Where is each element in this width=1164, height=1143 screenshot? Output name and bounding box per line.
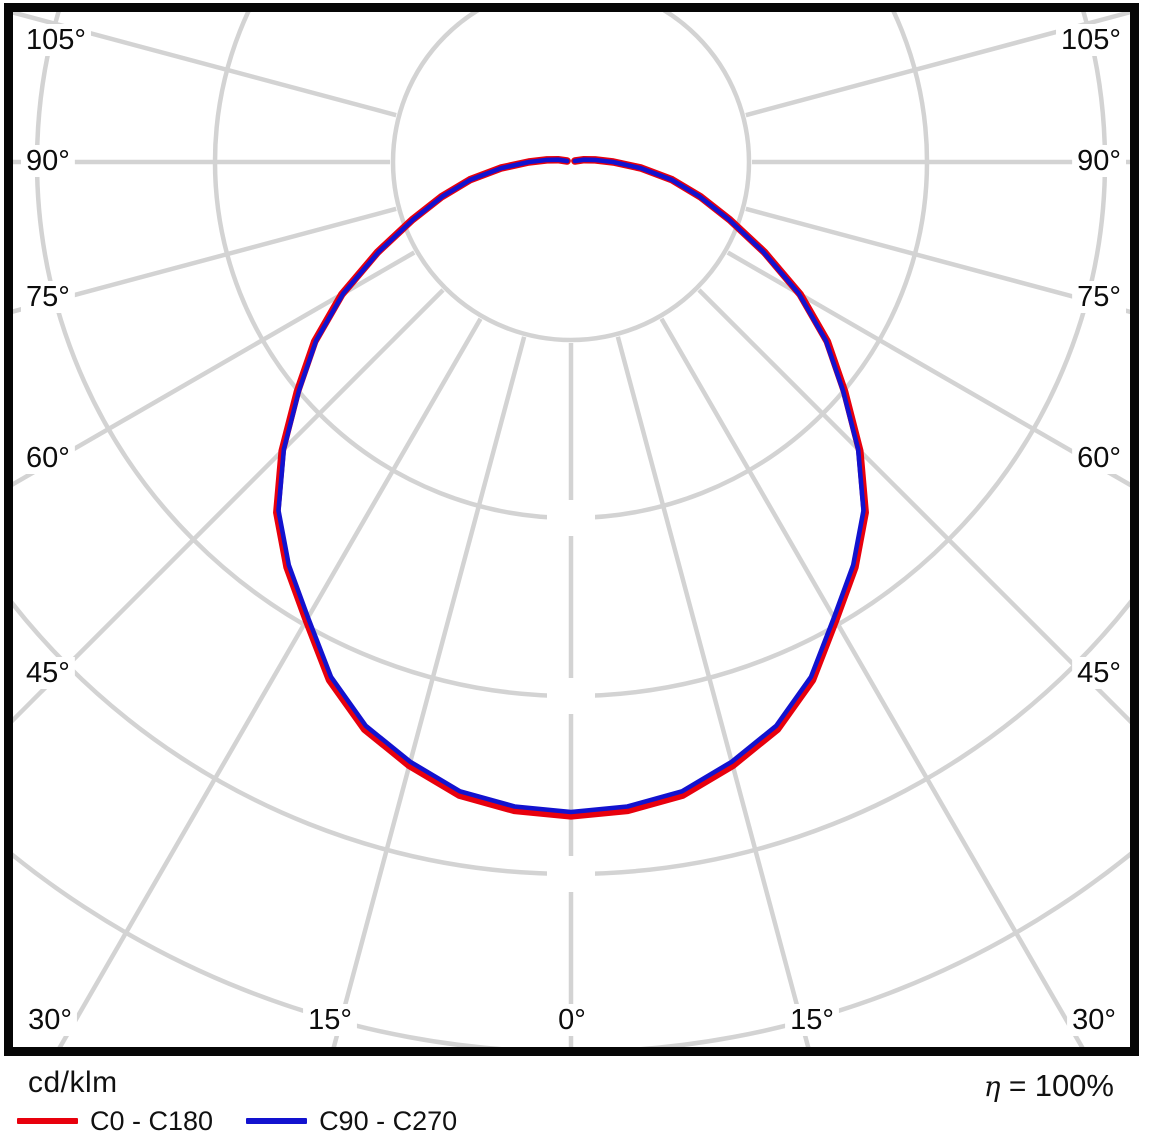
angle-label: 90° <box>1077 145 1121 177</box>
grid-radial-line <box>745 12 1130 118</box>
ring-label-gap <box>547 500 595 536</box>
grid-radial-line <box>13 250 416 487</box>
angle-label: 60° <box>1077 442 1121 474</box>
c0-c180-line-swatch <box>17 1118 78 1124</box>
angle-label-bg <box>303 1004 357 1036</box>
grid-radial-line <box>659 317 1086 1048</box>
angle-label: 30° <box>28 1004 72 1036</box>
angle-label-bg <box>21 657 75 689</box>
c90-c270-line-swatch <box>246 1118 308 1124</box>
angle-label: 90° <box>26 145 70 177</box>
grid-radial-line <box>697 288 1130 725</box>
grid-radial-line <box>13 12 397 118</box>
ring-label-gap <box>547 678 595 714</box>
grid-radial-line <box>13 206 397 314</box>
angle-label-bg <box>21 145 75 177</box>
angle-label: 0° <box>558 1004 586 1036</box>
ring-label-gap <box>547 856 595 892</box>
angle-label: 15° <box>308 1004 352 1036</box>
angle-label-bg <box>1056 24 1126 56</box>
grid-radial-line <box>745 206 1130 315</box>
chart-frame <box>4 3 1139 1056</box>
angle-label-bg <box>21 442 75 474</box>
angle-label: 60° <box>26 442 70 474</box>
legend-label-c90-c270: C90 - C270 <box>319 1105 458 1136</box>
angle-label-bg <box>553 1004 591 1036</box>
angle-label-bg <box>1067 1004 1121 1036</box>
legend-label-c0-c180: C0 - C180 <box>90 1105 214 1136</box>
angle-label-bg <box>1072 145 1126 177</box>
angle-label: 105° <box>26 24 86 56</box>
angle-label-bg <box>21 281 75 313</box>
polar-intensity-chart: 105° 90° 75° 60° 45° 105° 90° 75° 60° 45° 30° 15° 0°… <box>4 3 1139 1056</box>
efficiency-label: η = 100% <box>983 1068 1114 1103</box>
angle-label-bg <box>23 1004 77 1036</box>
grid-radial-line <box>615 336 811 1048</box>
angle-label: 45° <box>26 657 70 689</box>
chart-footer: cd/klm C0 - C180 C90 - C270 η = 100% <box>0 1062 1164 1143</box>
grid-radial-line <box>726 250 1130 488</box>
angle-label: 15° <box>790 1004 834 1036</box>
legend: C0 - C180 C90 - C270 <box>17 1106 457 1136</box>
units-label: cd/klm <box>28 1066 118 1099</box>
angle-label-bg <box>1072 657 1126 689</box>
curves <box>273 155 869 820</box>
grid-radial-line <box>331 336 527 1048</box>
angle-label: 30° <box>1072 1004 1116 1036</box>
angle-labels: 105° 90° 75° 60° 45° 105° 90° 75° 60° 45° 30° 15° 0°… <box>21 24 1126 1036</box>
angle-label-bg <box>785 1004 839 1036</box>
angle-label: 75° <box>26 281 70 313</box>
angle-label: 75° <box>1077 281 1121 313</box>
angle-label-bg <box>1072 281 1126 313</box>
angle-label: 45° <box>1077 657 1121 689</box>
curve-c90-c270 <box>276 157 866 815</box>
grid-radial-line <box>13 288 445 724</box>
angle-label: 105° <box>1061 24 1121 56</box>
angle-label-bg <box>21 24 91 56</box>
grid-radial-line <box>56 317 483 1048</box>
grid-ring <box>390 12 752 343</box>
eta-symbol: η <box>983 1070 1001 1103</box>
eta-value: 100% <box>1034 1068 1114 1103</box>
angle-label-bg <box>1072 442 1126 474</box>
